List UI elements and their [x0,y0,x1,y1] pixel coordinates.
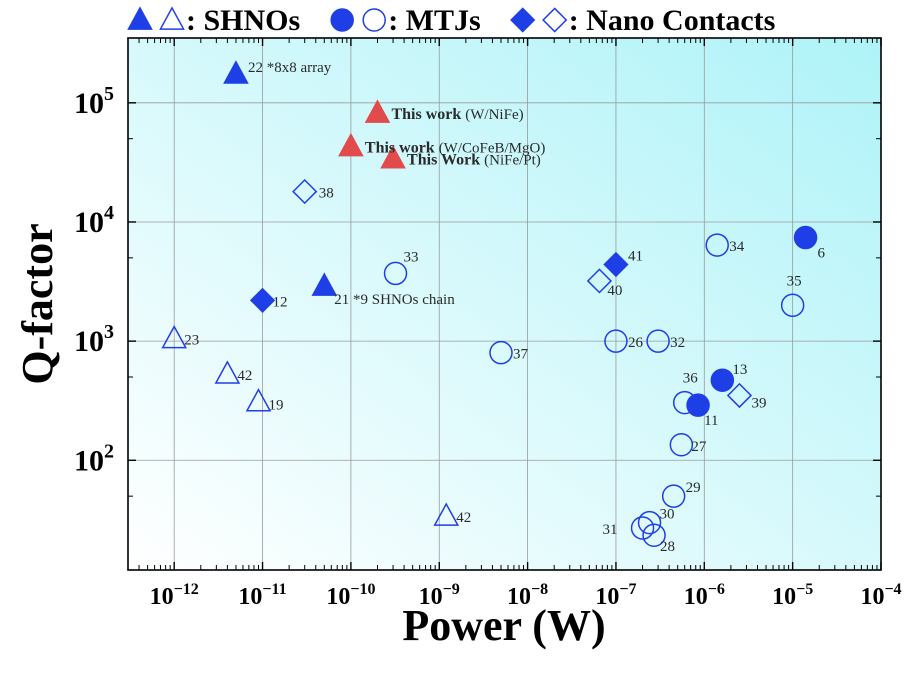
point-label: 41 [628,248,643,264]
y-tick-label: 105 [74,83,114,120]
x-tick-label: 10−12 [150,581,199,610]
point-label: 28 [660,539,675,555]
legend: : SHNOs : MTJs : Nano Contacts [127,4,776,37]
marker-circle-open [383,261,408,286]
x-tick-label: 10−5 [772,581,813,610]
marker-diamond-open [586,268,613,294]
point-label: 27 [691,439,707,455]
point-label: 42 [237,368,252,384]
point-label: 40 [607,283,622,299]
point-label: 6 [818,246,826,262]
plot-frame [127,37,882,571]
marker-circle-filled [710,368,735,392]
point-label: 23 [184,333,199,349]
marker-circle-filled [686,393,710,417]
point-label: 34 [729,239,745,255]
marker-circle-open [642,523,666,547]
x-axis-title: Power (W) [402,601,605,650]
point-label: 29 [686,480,701,496]
marker-circle-open [646,329,670,353]
point-labels: 22 *8x8 array This work (W/NiFe) This work… [184,60,825,555]
point-label: 12 [273,294,288,310]
marker-circle-open [669,433,694,457]
x-tick-labels: 10−12 10−11 10−10 10−9 10−8 10−7 10−6 10−5 10−4 [150,581,902,610]
point-label: 30 [660,507,675,523]
marker-triangle-open [161,324,188,349]
point-label: 11 [704,413,718,429]
marker-circle-open [661,484,686,508]
point-label: 33 [404,249,419,265]
x-tick-label: 10−8 [507,581,548,610]
point-label: 42 [456,510,471,526]
point-label-this-work: This Work (NiFe/Pt) [407,152,541,169]
legend-label: : MTJs [388,4,481,37]
point-label: 39 [751,395,766,411]
point-label: 22 *8x8 array [248,60,332,76]
y-tick-label: 102 [74,440,114,477]
y-tick-label: 103 [74,321,114,358]
data-markers [161,60,818,547]
marker-triangle-open [245,388,272,412]
marker-circle-open [780,293,805,318]
marker-diamond-open [292,178,318,205]
x-tick-label: 10−11 [238,581,286,610]
marker-triangle-red [380,144,406,169]
point-label: 13 [732,362,747,378]
marker-triangle-filled [223,60,249,84]
marker-circle-open [604,329,628,353]
point-label: 38 [319,186,334,202]
marker-triangle-open [433,502,460,526]
point-label: 37 [513,347,529,363]
point-label: 31 [603,522,618,538]
marker-triangle-filled [311,272,338,296]
marker-triangle-red [364,99,391,123]
legend-circle-open-icon [362,8,386,32]
point-label: 35 [787,273,802,289]
marker-circle-open [637,510,662,535]
y-tick-labels: 102 103 104 105 [74,83,114,477]
marker-triangle-open [214,360,241,384]
x-tick-label: 10−9 [419,581,460,610]
marker-circle-open [630,516,655,540]
marker-circle-open [489,340,513,365]
point-label: 21 *9 SHNOs chain [334,292,455,308]
point-label: 36 [683,371,699,387]
plot-background [128,38,881,570]
marker-circle-filled [793,225,818,250]
legend-diamond-filled-icon [510,7,536,33]
point-label-this-work: This work (W/NiFe) [391,106,523,123]
y-axis-title: Q-factor [13,223,62,384]
x-tick-label: 10−4 [860,581,901,610]
point-label-this-work: This work (W/CoFeB/MgO) [365,139,545,156]
marker-diamond-filled [603,251,629,278]
x-tick-label: 10−10 [326,581,375,610]
marker-circle-open [705,233,729,257]
legend-label: : Nano Contacts [569,4,776,37]
x-tick-label: 10−6 [684,581,725,610]
point-label: 19 [269,398,284,414]
marker-diamond-open [726,382,753,409]
legend-triangle-open-icon [159,6,185,30]
y-tick-label: 104 [74,202,114,239]
axis-ticks [127,38,882,570]
marker-triangle-red [338,132,364,157]
legend-label: : SHNOs [186,4,300,37]
x-tick-label: 10−7 [595,581,636,610]
point-label: 32 [670,335,685,351]
legend-diamond-open-icon [542,7,568,33]
legend-entry: : SHNOs [127,4,300,37]
legend-entry: : MTJs [330,4,481,37]
marker-diamond-filled [249,287,276,313]
legend-triangle-filled-icon [127,6,153,30]
legend-circle-filled-icon [330,8,354,32]
point-label: 26 [628,335,644,351]
legend-entry: : Nano Contacts [510,4,776,37]
